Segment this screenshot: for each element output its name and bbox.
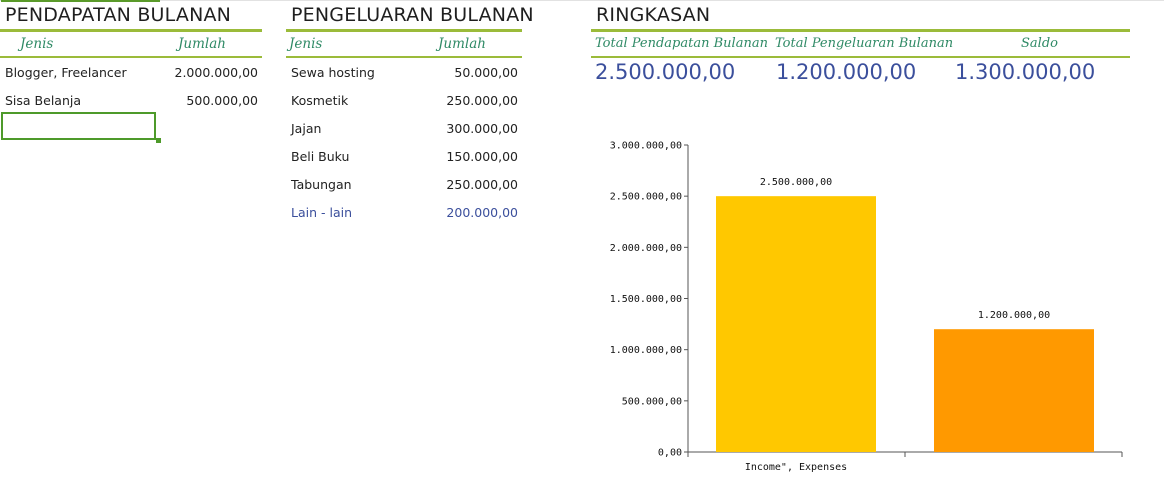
table-row[interactable]: Lain - lain 200.000,00 (286, 198, 522, 226)
table-row[interactable]: Kosmetik 250.000,00 (286, 86, 522, 114)
table-row[interactable]: Tabungan 250.000,00 (286, 170, 522, 198)
cell-jenis[interactable]: Tabungan (291, 177, 352, 192)
fill-handle[interactable] (156, 138, 161, 143)
pengeluaran-col-jenis: Jenis (289, 36, 323, 52)
bar-expenses[interactable] (934, 329, 1094, 452)
total-pengeluaran-value[interactable]: 1.200.000,00 (776, 60, 917, 84)
cell-jumlah[interactable]: 250.000,00 (446, 177, 518, 192)
col-total-pendapatan: Total Pendapatan Bulanan (595, 36, 768, 51)
col-saldo: Saldo (1021, 36, 1058, 51)
table-row[interactable]: Beli Buku 150.000,00 (286, 142, 522, 170)
active-cell-selection[interactable] (1, 112, 156, 140)
cell-jumlah[interactable]: 200.000,00 (446, 205, 518, 220)
y-tick-label: 1.000.000,00 (610, 345, 682, 356)
column-a-selection-indicator (1, 0, 160, 2)
pendapatan-col-jenis: Jenis (20, 36, 54, 52)
ringkasan-header: Total Pendapatan Bulanan Total Pengeluar… (591, 29, 1130, 58)
y-tick-label: 500.000,00 (622, 396, 682, 407)
pengeluaran-header: Jenis Jumlah (286, 29, 522, 58)
col-total-pengeluaran: Total Pengeluaran Bulanan (775, 36, 954, 51)
cell-jenis[interactable]: Sisa Belanja (5, 93, 82, 108)
y-tick-label: 2.000.000,00 (610, 243, 682, 254)
cell-jumlah[interactable]: 150.000,00 (446, 149, 518, 164)
cell-jumlah[interactable]: 250.000,00 (446, 93, 518, 108)
table-row[interactable]: Sewa hosting 50.000,00 (286, 58, 522, 86)
saldo-value[interactable]: 1.300.000,00 (955, 60, 1096, 84)
cell-jenis[interactable]: Blogger, Freelancer (5, 65, 127, 80)
pendapatan-title: PENDAPATAN BULANAN (5, 4, 232, 26)
cell-jenis[interactable]: Lain - lain (291, 205, 353, 220)
pengeluaran-col-jumlah: Jumlah (438, 36, 486, 52)
pendapatan-col-jumlah: Jumlah (178, 36, 226, 52)
y-tick-label: 3.000.000,00 (610, 141, 682, 152)
cell-jenis[interactable]: Kosmetik (291, 93, 349, 108)
x-category-label: Income", Expenses (745, 462, 847, 473)
y-tick-label: 2.500.000,00 (610, 192, 682, 203)
table-row[interactable]: Jajan 300.000,00 (286, 114, 522, 142)
table-row[interactable]: Sisa Belanja 500.000,00 (0, 86, 262, 114)
cell-jenis[interactable]: Jajan (291, 121, 322, 136)
cell-jumlah[interactable]: 500.000,00 (186, 93, 258, 108)
cell-jumlah[interactable]: 300.000,00 (446, 121, 518, 136)
pengeluaran-title: PENGELUARAN BULANAN (291, 4, 534, 26)
cell-jenis[interactable]: Beli Buku (291, 149, 350, 164)
pendapatan-header: Jenis Jumlah (0, 29, 262, 58)
table-row[interactable]: Blogger, Freelancer 2.000.000,00 (0, 58, 262, 86)
data-label: 1.200.000,00 (978, 310, 1050, 321)
y-tick-label: 0,00 (658, 448, 682, 459)
y-tick-label: 1.500.000,00 (610, 294, 682, 305)
cell-jenis[interactable]: Sewa hosting (291, 65, 375, 80)
cell-jumlah[interactable]: 2.000.000,00 (174, 65, 259, 80)
bar-income[interactable] (716, 196, 876, 452)
cell-jumlah[interactable]: 50.000,00 (454, 65, 518, 80)
income-expenses-chart[interactable]: 0,00 500.000,00 1.000.000,00 1.500.000,00 2.… (592, 130, 1132, 480)
data-label: 2.500.000,00 (760, 177, 832, 188)
ringkasan-title: RINGKASAN (596, 4, 711, 26)
total-pendapatan-value[interactable]: 2.500.000,00 (595, 60, 736, 84)
sheet-top-border (0, 0, 1164, 1)
